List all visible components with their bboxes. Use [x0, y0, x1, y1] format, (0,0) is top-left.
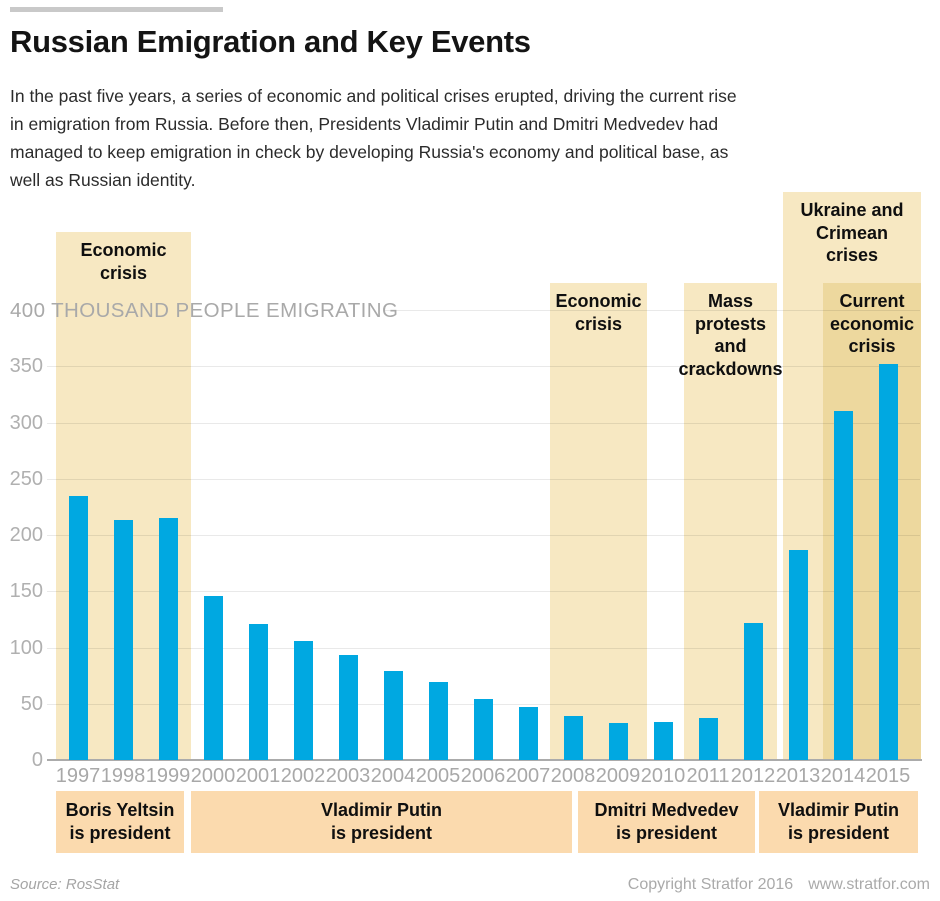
bar-2005 [428, 682, 448, 760]
gridline-250 [47, 479, 920, 480]
x-tick-2014: 2014 [820, 765, 866, 787]
x-tick-1997: 1997 [55, 765, 101, 787]
x-tick-2013: 2013 [775, 765, 821, 787]
x-tick-2008: 2008 [550, 765, 596, 787]
president-band-vladimir-putin-1: Vladimir Putin is president [191, 791, 572, 853]
president-band-label: Boris Yeltsin is president [65, 800, 175, 843]
page-title: Russian Emigration and Key Events [10, 24, 531, 59]
x-tick-1998: 1998 [100, 765, 146, 787]
y-tick-50: 50 [20, 693, 43, 715]
bar-2003 [338, 655, 358, 760]
bar-2013 [788, 549, 808, 760]
event-band-economic-crisis-1 [550, 283, 647, 760]
y-tick-100: 100 [9, 637, 43, 659]
x-tick-2002: 2002 [280, 765, 326, 787]
bar-2007 [518, 707, 538, 760]
y-tick-150: 150 [9, 580, 43, 602]
bar-2000 [203, 595, 223, 760]
gridline-350 [47, 366, 920, 367]
gridline-300 [47, 423, 920, 424]
x-tick-2007: 2007 [505, 765, 551, 787]
x-tick-2005: 2005 [415, 765, 461, 787]
bar-2008 [563, 716, 583, 760]
x-tick-2012: 2012 [730, 765, 776, 787]
intro-text: In the past five years, a series of econ… [10, 86, 737, 190]
event-label-ukraine-and-crimean-crises-3: Ukraine and Crimean crises [800, 200, 904, 265]
y-tick-0: 0 [31, 749, 43, 771]
x-tick-1999: 1999 [145, 765, 191, 787]
bar-2010 [653, 721, 673, 760]
x-tick-2000: 2000 [190, 765, 236, 787]
bar-1999 [158, 518, 178, 760]
x-tick-2003: 2003 [325, 765, 371, 787]
y-tick-300: 300 [9, 412, 43, 434]
gridline-400 [385, 310, 920, 311]
president-band-dmitri-medvedev-2: Dmitri Medvedev is president [578, 791, 755, 853]
president-band-vladimir-putin-3: Vladimir Putin is president [759, 791, 918, 853]
x-tick-2004: 2004 [370, 765, 416, 787]
x-tick-2011: 2011 [686, 765, 730, 787]
event-label-mass-protests-and-crackdowns-2: Mass protests and crackdowns [678, 291, 783, 379]
bar-1997 [68, 495, 88, 760]
gridline-200 [47, 535, 920, 536]
y-axis-caption: 400 THOUSAND PEOPLE EMIGRATING [10, 299, 399, 322]
x-tick-2006: 2006 [460, 765, 506, 787]
x-tick-2009: 2009 [595, 765, 641, 787]
gridline-100 [47, 648, 920, 649]
x-tick-2010: 2010 [640, 765, 686, 787]
y-tick-200: 200 [9, 524, 43, 546]
x-axis-line [47, 759, 922, 761]
bar-2015 [878, 364, 898, 760]
bar-2001 [248, 623, 268, 760]
bar-2011 [698, 718, 718, 760]
president-band-boris-yeltsin-0: Boris Yeltsin is president [56, 791, 184, 853]
president-band-label: Vladimir Putin is president [777, 800, 900, 843]
bar-2006 [473, 699, 493, 760]
website-text: www.stratfor.com [808, 876, 930, 893]
president-band-label: Dmitri Medvedev is president [594, 800, 739, 843]
gridline-150 [47, 591, 920, 592]
bar-2014 [833, 411, 853, 760]
footer-right: Copyright Stratfor 2016 www.stratfor.com [628, 876, 930, 894]
event-label-current-economic-crisis-4: Current economic crisis [829, 291, 915, 356]
source-note: Source: RosStat [10, 876, 120, 893]
x-tick-2015: 2015 [865, 765, 911, 787]
bar-2004 [383, 671, 403, 760]
bar-2012 [743, 622, 763, 760]
bar-1998 [113, 520, 133, 760]
x-tick-2001: 2001 [235, 765, 281, 787]
y-tick-350: 350 [9, 355, 43, 377]
event-label-economic-crisis-0: Economic crisis [80, 240, 167, 283]
bar-2009 [608, 722, 628, 760]
y-tick-250: 250 [9, 468, 43, 490]
president-band-label: Vladimir Putin is president [320, 800, 443, 843]
event-label-economic-crisis-1: Economic crisis [555, 291, 642, 334]
copyright-text: Copyright Stratfor 2016 [627, 876, 794, 893]
accent-bar [10, 7, 223, 12]
bar-2002 [293, 640, 313, 760]
